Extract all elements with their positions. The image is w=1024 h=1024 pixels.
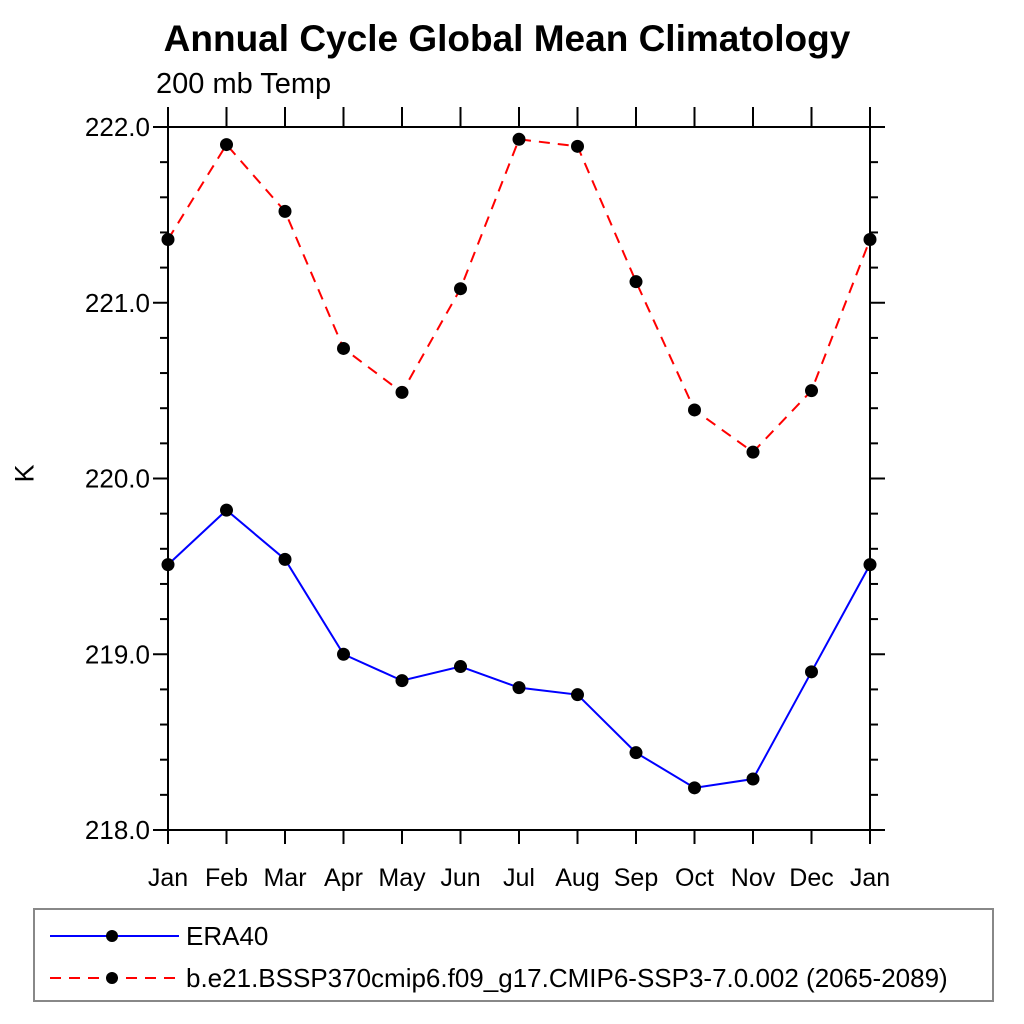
y-tick-label: 222.0 [85, 112, 150, 142]
data-point-marker [161, 558, 175, 572]
data-point-marker [220, 503, 233, 517]
data-point-marker [454, 660, 467, 674]
plot-frame [167, 126, 871, 831]
data-point-marker [688, 781, 701, 795]
legend-item-model: b.e21.BSSP370cmip6.f09_g17.CMIP6-SSP3-7.… [49, 962, 948, 993]
data-point-marker [863, 232, 877, 246]
series-line-dashed [167, 138, 871, 454]
data-point-marker [863, 558, 877, 572]
x-tick-label: Dec [789, 864, 833, 892]
data-point-marker [337, 647, 350, 661]
data-point-marker [571, 139, 584, 153]
x-tick-label: Jun [440, 864, 480, 892]
x-tick-label: Apr [324, 864, 363, 892]
x-tick-label: Nov [731, 864, 776, 892]
data-point-marker [805, 665, 818, 679]
x-tick-label: Mar [263, 864, 306, 892]
data-point-marker [454, 282, 467, 296]
data-point-marker [278, 204, 292, 218]
x-tick-label: Jul [503, 864, 535, 892]
x-tick-label: Feb [205, 864, 248, 892]
data-point-marker [746, 772, 760, 786]
legend-label-model: b.e21.BSSP370cmip6.f09_g17.CMIP6-SSP3-7.… [186, 962, 948, 993]
chart-title: Annual Cycle Global Mean Climatology [163, 18, 851, 59]
data-point-marker [688, 403, 701, 417]
data-point-marker [161, 232, 175, 246]
data-point-marker [395, 674, 409, 688]
y-tick-label: 219.0 [85, 639, 150, 669]
legend-swatch-solid-line [50, 930, 179, 942]
y-tick-label: 220.0 [85, 464, 150, 494]
data-point-marker [629, 275, 643, 289]
data-point-marker [337, 341, 350, 355]
legend-swatch-dashed-line [50, 972, 179, 984]
legend-marker-dot [106, 930, 118, 942]
data-point-marker [395, 385, 409, 399]
data-point-marker [512, 681, 526, 695]
x-tick-label: Aug [555, 864, 599, 892]
data-point-marker [512, 132, 526, 146]
data-point-marker [746, 445, 760, 459]
x-tick-label: May [378, 864, 426, 892]
legend-label-era40: ERA40 [186, 920, 269, 951]
legend-marker-dot [106, 972, 118, 984]
x-tick-label: Jan [850, 864, 890, 892]
legend-item-era40: ERA40 [49, 920, 269, 951]
data-point-marker [278, 552, 292, 566]
data-point-marker [805, 384, 818, 398]
chart-subtitle: 200 mb Temp [156, 68, 332, 100]
x-tick-label: Jan [148, 864, 188, 892]
y-tick-label: 218.0 [85, 815, 150, 845]
data-point-marker [220, 138, 233, 152]
series-line-solid [167, 508, 871, 789]
data-point-marker [629, 746, 643, 760]
legend-box: ERA40 b.e21.BSSP370cmip6.f09_g17.CMIP6-S… [33, 908, 994, 1002]
x-tick-label: Oct [675, 864, 714, 892]
y-tick-label: 221.0 [85, 288, 150, 318]
data-point-marker [571, 688, 584, 702]
x-tick-label: Sep [614, 864, 658, 892]
